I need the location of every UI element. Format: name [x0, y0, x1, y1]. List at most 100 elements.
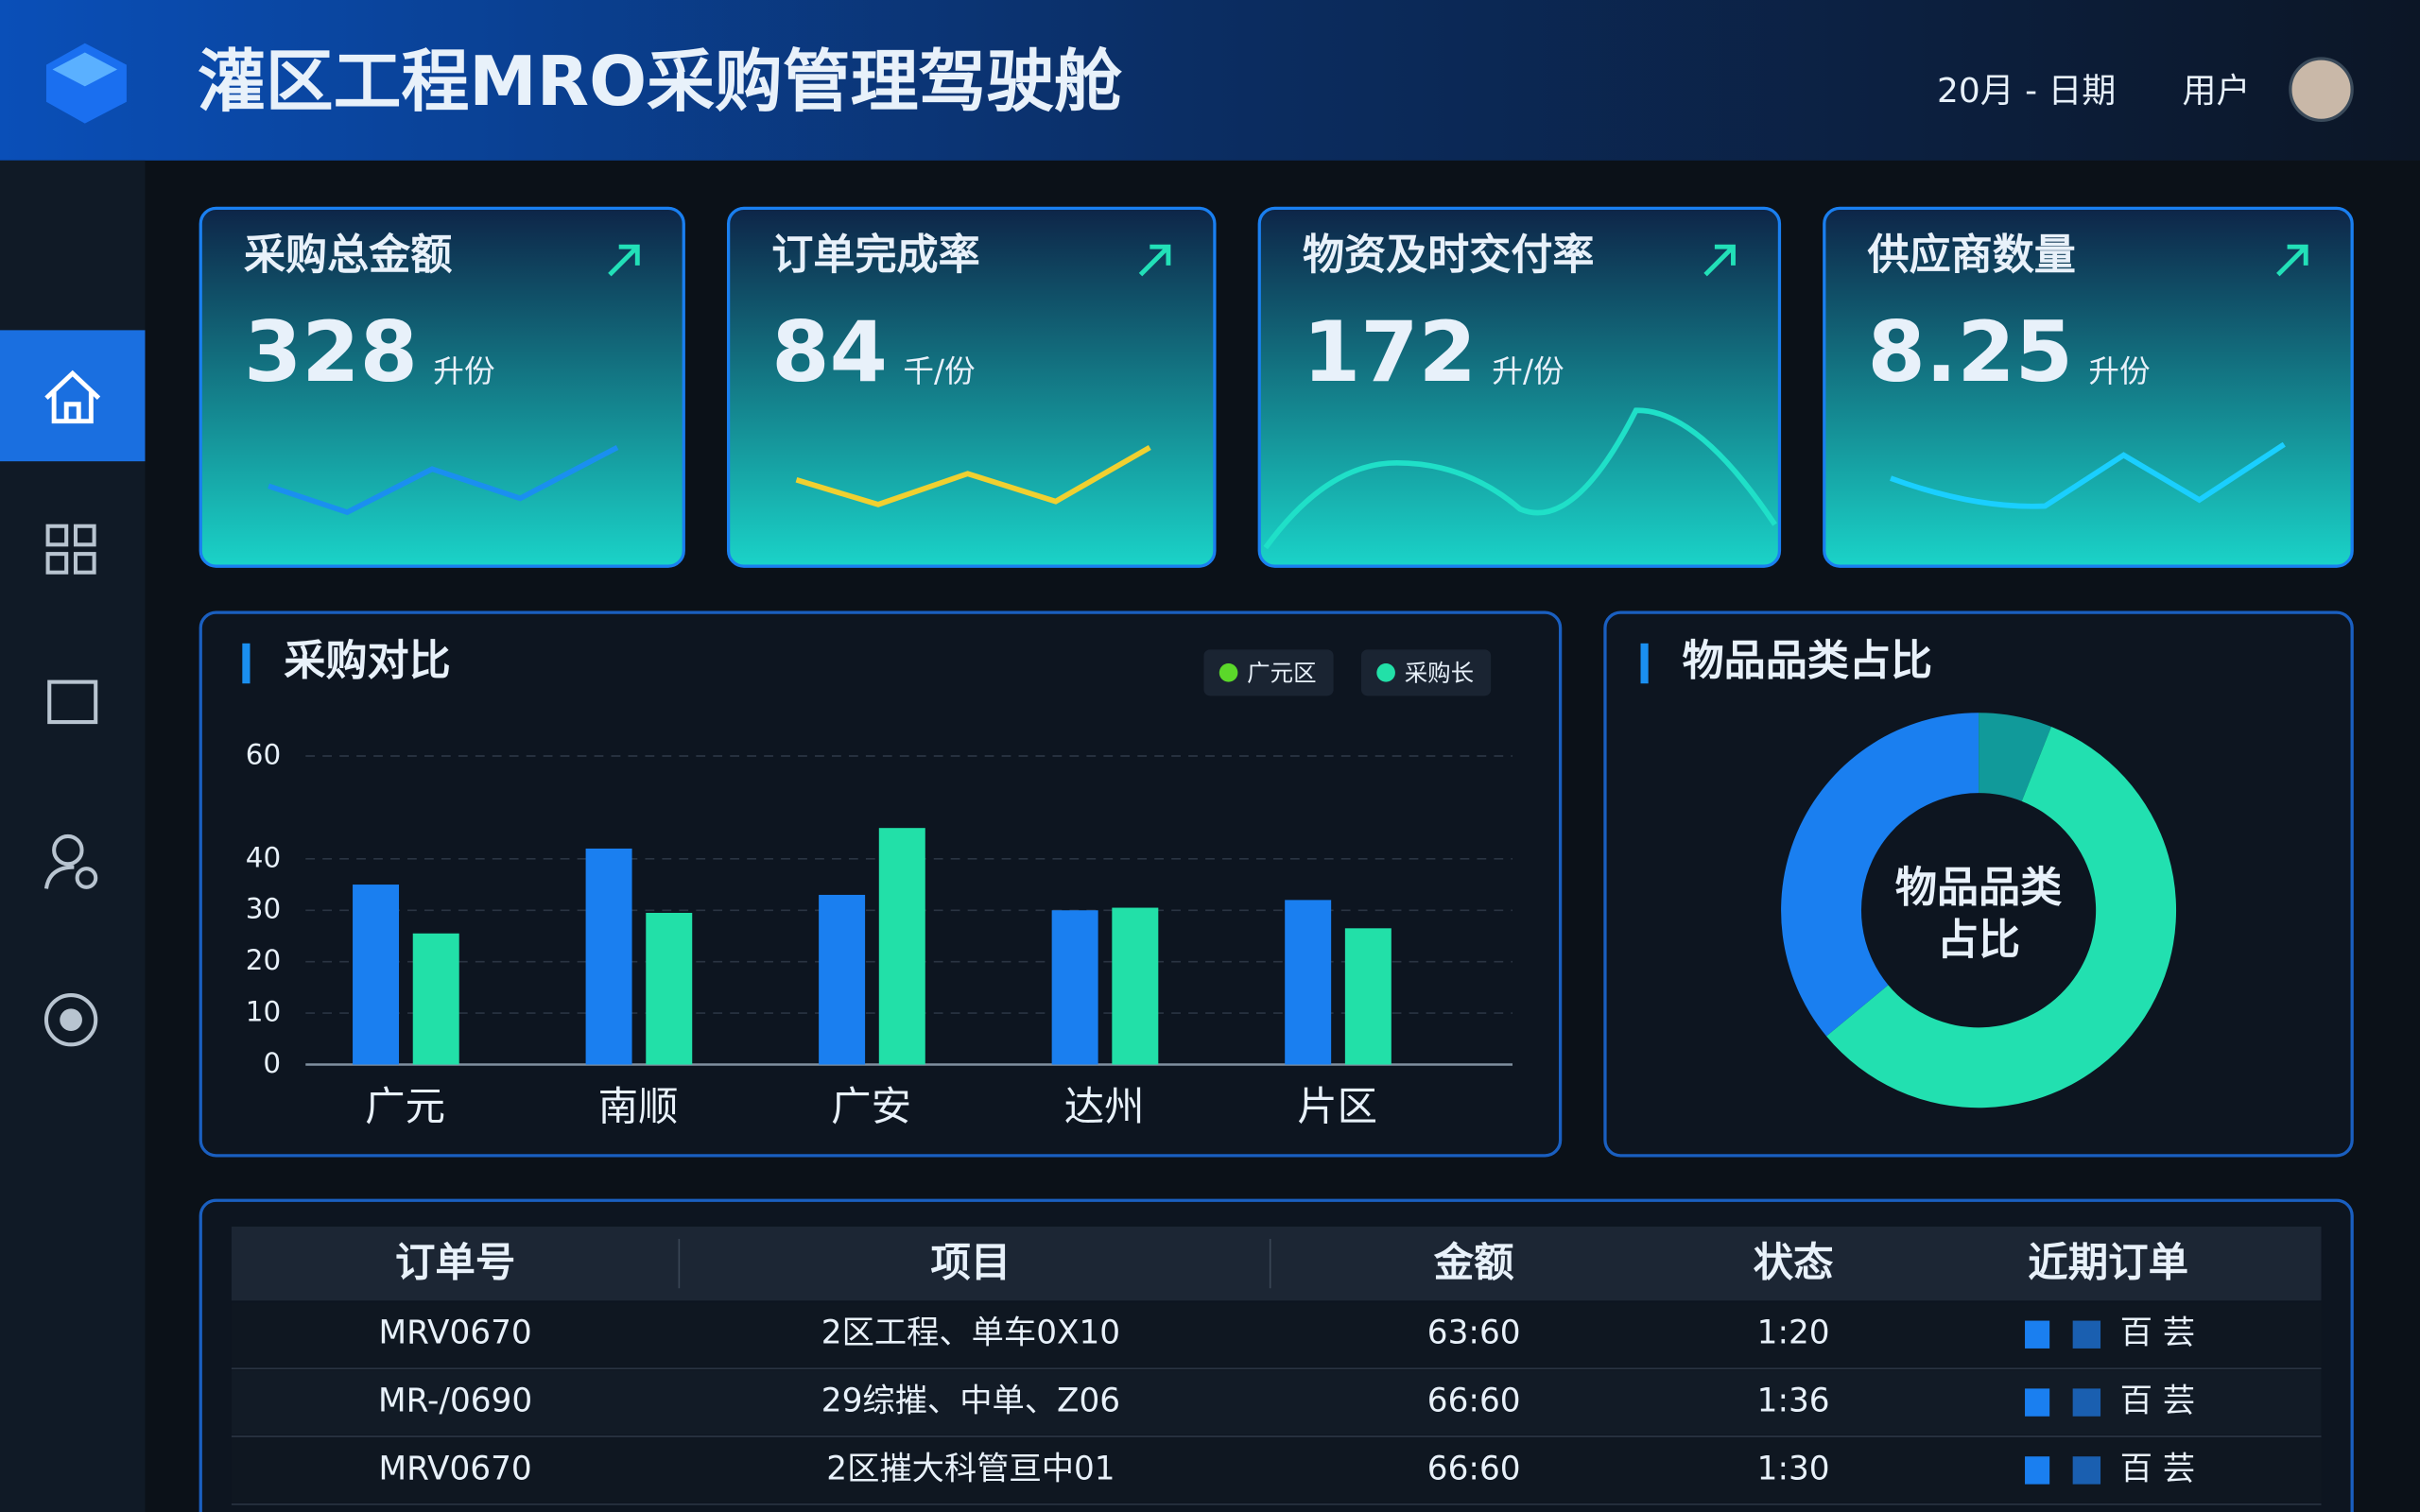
table-cell: MRV0670: [379, 1450, 532, 1487]
trend-arrow: [1703, 244, 1736, 277]
kpi-unit: 千/份: [903, 353, 975, 389]
bar: [819, 894, 866, 1065]
table-cell: 1:30: [1757, 1450, 1830, 1487]
date[interactable]: 20月 - 日期: [1937, 72, 2116, 111]
x-tick-label: 广元: [365, 1084, 445, 1130]
table-row[interactable]: [231, 1369, 2322, 1435]
title-accent: [242, 643, 251, 684]
table-row[interactable]: [231, 1437, 2322, 1503]
donut-segment: [1781, 713, 1979, 1037]
bar: [1344, 928, 1392, 1065]
kpi-value: 8.25: [1868, 303, 2074, 401]
table-cell: 66:60: [1427, 1450, 1521, 1487]
table-header-cell: 项目: [930, 1240, 1011, 1286]
chart-title: 物品品类占比: [1683, 637, 1932, 685]
avatar[interactable]: [2289, 57, 2354, 122]
nav-user-body: [43, 865, 75, 889]
kpi-card[interactable]: [1257, 206, 1782, 568]
nav-report[interactable]: [47, 679, 98, 725]
page-title: 灌区工程MRO采购管理驾驶舱: [198, 42, 1122, 121]
kpi-card[interactable]: [726, 206, 1217, 568]
x-tick-label: 片区: [1297, 1084, 1377, 1130]
table-cell: 1:36: [1757, 1383, 1830, 1420]
table-cell: MR-/0690: [378, 1383, 532, 1420]
donut-center-label: 占比: [1937, 917, 2020, 965]
nav-grid[interactable]: [73, 524, 96, 547]
kpi-unit: 升/份: [1492, 353, 1564, 389]
row-icon[interactable]: [2025, 1320, 2050, 1349]
kpi-value: 172: [1303, 303, 1477, 401]
kpi-value: 84: [771, 303, 888, 401]
y-tick-label: 0: [263, 1047, 281, 1079]
bar: [412, 933, 459, 1065]
bar: [878, 828, 925, 1065]
user-name[interactable]: 用户: [2183, 72, 2251, 111]
kpi-title: 供应商数量: [1868, 232, 2076, 280]
bar: [585, 848, 632, 1065]
bar: [646, 912, 693, 1065]
nav-user-dot: [75, 867, 98, 889]
nav-grid[interactable]: [45, 552, 69, 575]
nav-user[interactable]: [52, 833, 84, 867]
kpi-value: 328: [244, 303, 418, 401]
pie-panel: [1603, 610, 2354, 1158]
bar: [1112, 907, 1159, 1065]
sparkline: [795, 444, 1151, 507]
trend-arrow: [1138, 244, 1171, 277]
donut-center-label: 物品品类: [1895, 864, 2062, 912]
x-tick-label: 达州: [1064, 1084, 1145, 1130]
table-cell: 2区工程、单车0X10: [821, 1314, 1120, 1352]
table-cell: 2区摧大科管亘中01: [826, 1450, 1115, 1487]
nav-grid[interactable]: [73, 552, 96, 575]
y-tick-label: 10: [246, 996, 281, 1028]
row-icon[interactable]: [2072, 1320, 2101, 1349]
nav-home[interactable]: [44, 369, 101, 424]
y-tick-label: 60: [246, 738, 281, 770]
bar: [1285, 900, 1332, 1065]
row-icon[interactable]: [2025, 1456, 2050, 1485]
legend-label: 采购长: [1405, 659, 1474, 686]
legend-swatch: [1376, 663, 1395, 682]
kpi-title: 订单完成率: [771, 232, 979, 280]
table-cell: 百 芸: [2120, 1383, 2195, 1420]
legend-swatch: [1219, 663, 1238, 682]
table-header-cell: 近期订单: [2028, 1240, 2188, 1286]
bar: [353, 885, 400, 1065]
y-tick-label: 20: [246, 944, 281, 976]
table-header-cell: 订单号: [395, 1240, 515, 1286]
nav-settings[interactable]: [43, 993, 98, 1047]
sparkline: [1890, 441, 2286, 509]
donut-segment: [1979, 713, 2051, 801]
legend-item[interactable]: [1203, 649, 1334, 696]
table-header: [231, 1226, 2322, 1301]
legend-item[interactable]: [1361, 649, 1492, 696]
chart-title: 采购对比: [284, 637, 450, 685]
sparkline: [268, 444, 619, 516]
table-row[interactable]: [231, 1301, 2322, 1367]
legend-label: 广元区: [1247, 659, 1316, 686]
row-icon[interactable]: [2072, 1388, 2101, 1417]
trend-arrow: [2276, 244, 2308, 277]
table-cell: 1:20: [1757, 1314, 1830, 1352]
header-bar: [0, 0, 2420, 161]
table-cell: 29综摧、中单、Z06: [821, 1383, 1120, 1420]
kpi-title: 物资及时交付率: [1303, 232, 1595, 280]
row-icon[interactable]: [2072, 1456, 2101, 1485]
trend-arrow: [608, 244, 640, 277]
x-tick-label: 广安: [831, 1084, 911, 1130]
table-header-cell: 状态: [1754, 1240, 1834, 1286]
nav-grid[interactable]: [45, 524, 69, 547]
logo-top: [52, 52, 118, 87]
row-icon[interactable]: [2025, 1388, 2050, 1417]
table-cell: 百 芸: [2120, 1314, 2195, 1352]
nav-settings-dot: [60, 1008, 82, 1032]
table-header-cell: 金额: [1433, 1240, 1514, 1286]
kpi-unit: 升份: [433, 353, 494, 389]
kpi-card[interactable]: [1823, 206, 2354, 568]
nav-active[interactable]: [0, 330, 146, 462]
title-accent: [1640, 643, 1649, 684]
table-cell: 63:60: [1427, 1314, 1521, 1352]
donut-segment: [1826, 726, 2177, 1108]
kpi-unit: 升份: [2088, 353, 2150, 389]
